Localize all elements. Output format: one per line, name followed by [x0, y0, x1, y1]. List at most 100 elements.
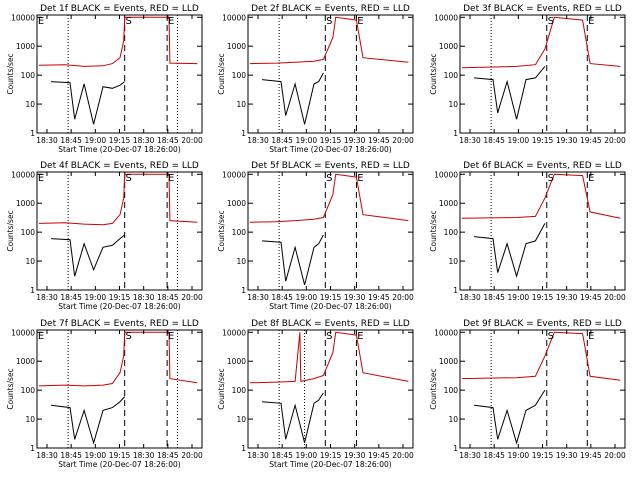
event-marker-label: E	[168, 16, 174, 27]
x-axis-label: Start Time (20-Dec-07 18:26:00)	[58, 460, 180, 469]
x-tick-label: 18:30	[133, 136, 155, 145]
y-tick-label: 100	[444, 386, 459, 395]
x-tick-label: 19:00	[508, 451, 530, 460]
x-tick-label: 20:00	[181, 451, 203, 460]
x-tick-label: 18:45	[157, 136, 179, 145]
event-marker-label: E	[168, 173, 174, 184]
y-tick-label: 10000	[222, 328, 246, 337]
x-tick-label: 19:45	[368, 451, 390, 460]
y-tick-label: 1	[453, 286, 458, 295]
x-tick-label: 19:15	[320, 451, 342, 460]
event-marker-label: E	[38, 173, 44, 184]
plot-frame	[247, 329, 414, 449]
y-tick-label: 10000	[11, 170, 35, 179]
event-marker-label: S	[126, 331, 132, 342]
y-tick-label: 1000	[439, 42, 458, 51]
x-tick-label: 18:30	[247, 293, 269, 302]
y-tick-label: 10000	[11, 13, 35, 22]
plot-frame	[36, 171, 203, 291]
series-line-events	[262, 234, 324, 286]
y-tick-label: 1	[30, 286, 35, 295]
chart-title: Det 6f BLACK = Events, RED = LLD	[463, 161, 622, 171]
y-tick-label: 100	[232, 386, 247, 395]
plot-frame	[247, 171, 414, 291]
x-tick-label: 19:45	[580, 451, 602, 460]
chart-panel-1: Det 1f BLACK = Events, RED = LLD 1 10 100 10…	[6, 4, 203, 154]
y-tick-label: 10	[25, 415, 35, 424]
x-tick-label: 19:15	[109, 136, 131, 145]
chart-panel-2: Det 2f BLACK = Events, RED = LLD 1 10 100 10…	[217, 4, 414, 154]
y-axis-label: Counts/sec	[6, 210, 15, 251]
x-tick-label: 18:30	[133, 293, 155, 302]
series-line-lld	[38, 16, 198, 67]
x-tick-label: 19:30	[556, 451, 578, 460]
y-tick-label: 10	[25, 100, 35, 109]
chart-title: Det 5f BLACK = Events, RED = LLD	[251, 161, 410, 171]
y-axis-label: Counts/sec	[429, 368, 438, 409]
x-tick-label: 18:45	[483, 293, 505, 302]
x-tick-label: 19:15	[532, 136, 554, 145]
y-tick-label: 1000	[16, 199, 35, 208]
event-marker-label: S	[326, 16, 332, 27]
y-tick-label: 1000	[16, 42, 35, 51]
y-tick-label: 1	[30, 129, 35, 138]
y-axis-label: Counts/sec	[6, 368, 15, 409]
y-tick-label: 10000	[222, 170, 246, 179]
series-line-events	[474, 389, 546, 445]
chart-title: Det 2f BLACK = Events, RED = LLD	[251, 4, 410, 14]
series-line-events	[51, 81, 126, 125]
x-tick-label: 18:45	[483, 136, 505, 145]
chart-panel-7: Det 7f BLACK = Events, RED = LLD 1 10 100 10…	[6, 319, 203, 469]
chart-panel-9: Det 9f BLACK = Events, RED = LLD 1 10 100 10…	[429, 319, 626, 460]
y-tick-label: 10	[448, 100, 458, 109]
x-tick-label: 18:45	[271, 136, 293, 145]
x-tick-label: 20:00	[181, 136, 203, 145]
x-tick-label: 19:15	[109, 293, 131, 302]
x-tick-label: 20:00	[604, 293, 626, 302]
y-tick-label: 10000	[434, 170, 458, 179]
event-marker-label: S	[548, 331, 554, 342]
event-marker-label: E	[588, 16, 594, 27]
x-tick-label: 18:45	[157, 293, 179, 302]
event-marker-label: E	[38, 16, 44, 27]
x-tick-label: 18:45	[271, 293, 293, 302]
x-tick-label: 19:15	[320, 136, 342, 145]
x-tick-label: 19:15	[532, 451, 554, 460]
y-tick-label: 100	[444, 71, 459, 80]
x-tick-label: 18:30	[459, 293, 481, 302]
plot-frame	[459, 171, 626, 291]
chart-panel-3: Det 3f BLACK = Events, RED = LLD 1 10 100 10…	[429, 4, 626, 145]
x-tick-label: 18:45	[60, 451, 82, 460]
series-line-events	[474, 66, 546, 120]
x-tick-label: 19:15	[320, 293, 342, 302]
x-tick-label: 18:45	[483, 451, 505, 460]
chart-panel-6: Det 6f BLACK = Events, RED = LLD 1 10 100 10…	[429, 161, 626, 302]
x-tick-label: 19:30	[344, 136, 366, 145]
y-axis-label: Counts/sec	[429, 53, 438, 94]
x-tick-label: 20:00	[181, 293, 203, 302]
x-tick-label: 19:00	[296, 451, 318, 460]
x-tick-label: 19:45	[368, 293, 390, 302]
event-marker-label: E	[357, 16, 363, 27]
x-tick-label: 18:30	[459, 451, 481, 460]
chart-panel-4: Det 4f BLACK = Events, RED = LLD 1 10 100 10…	[6, 161, 203, 311]
x-tick-label: 19:00	[85, 451, 107, 460]
plot-frame	[36, 14, 203, 134]
x-tick-label: 20:00	[392, 136, 414, 145]
y-tick-label: 100	[444, 228, 459, 237]
event-marker-label: S	[326, 331, 332, 342]
y-tick-label: 1	[453, 129, 458, 138]
plot-frame	[459, 329, 626, 449]
chart-title: Det 3f BLACK = Events, RED = LLD	[463, 4, 622, 14]
y-tick-label: 10000	[434, 13, 458, 22]
y-axis-label: Counts/sec	[217, 53, 226, 94]
series-line-lld	[461, 331, 621, 381]
x-tick-label: 18:30	[247, 451, 269, 460]
chart-title: Det 7f BLACK = Events, RED = LLD	[40, 319, 199, 329]
x-tick-label: 19:30	[344, 293, 366, 302]
x-tick-label: 19:15	[109, 451, 131, 460]
x-tick-label: 19:45	[580, 293, 602, 302]
y-tick-label: 1000	[227, 199, 246, 208]
series-line-events	[51, 396, 126, 445]
plot-frame	[36, 329, 203, 449]
